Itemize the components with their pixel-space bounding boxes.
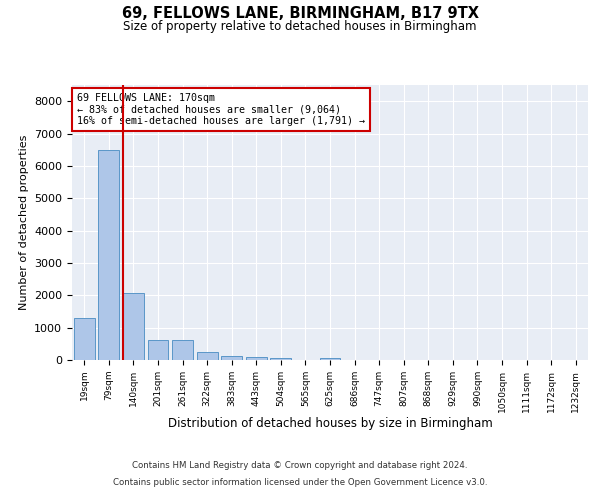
- Text: 69, FELLOWS LANE, BIRMINGHAM, B17 9TX: 69, FELLOWS LANE, BIRMINGHAM, B17 9TX: [121, 6, 479, 20]
- Y-axis label: Number of detached properties: Number of detached properties: [19, 135, 29, 310]
- Bar: [74, 318, 95, 360]
- Text: 69 FELLOWS LANE: 170sqm
← 83% of detached houses are smaller (9,064)
16% of semi: 69 FELLOWS LANE: 170sqm ← 83% of detache…: [77, 93, 365, 126]
- Bar: [221, 356, 242, 360]
- Bar: [271, 358, 292, 360]
- Bar: [320, 358, 340, 360]
- Bar: [148, 340, 169, 360]
- Bar: [246, 357, 267, 360]
- Text: Contains public sector information licensed under the Open Government Licence v3: Contains public sector information licen…: [113, 478, 487, 487]
- Bar: [172, 340, 193, 360]
- Bar: [98, 150, 119, 360]
- Text: Size of property relative to detached houses in Birmingham: Size of property relative to detached ho…: [123, 20, 477, 33]
- Text: Contains HM Land Registry data © Crown copyright and database right 2024.: Contains HM Land Registry data © Crown c…: [132, 460, 468, 469]
- Text: Distribution of detached houses by size in Birmingham: Distribution of detached houses by size …: [167, 418, 493, 430]
- Bar: [123, 292, 144, 360]
- Bar: [197, 352, 218, 360]
